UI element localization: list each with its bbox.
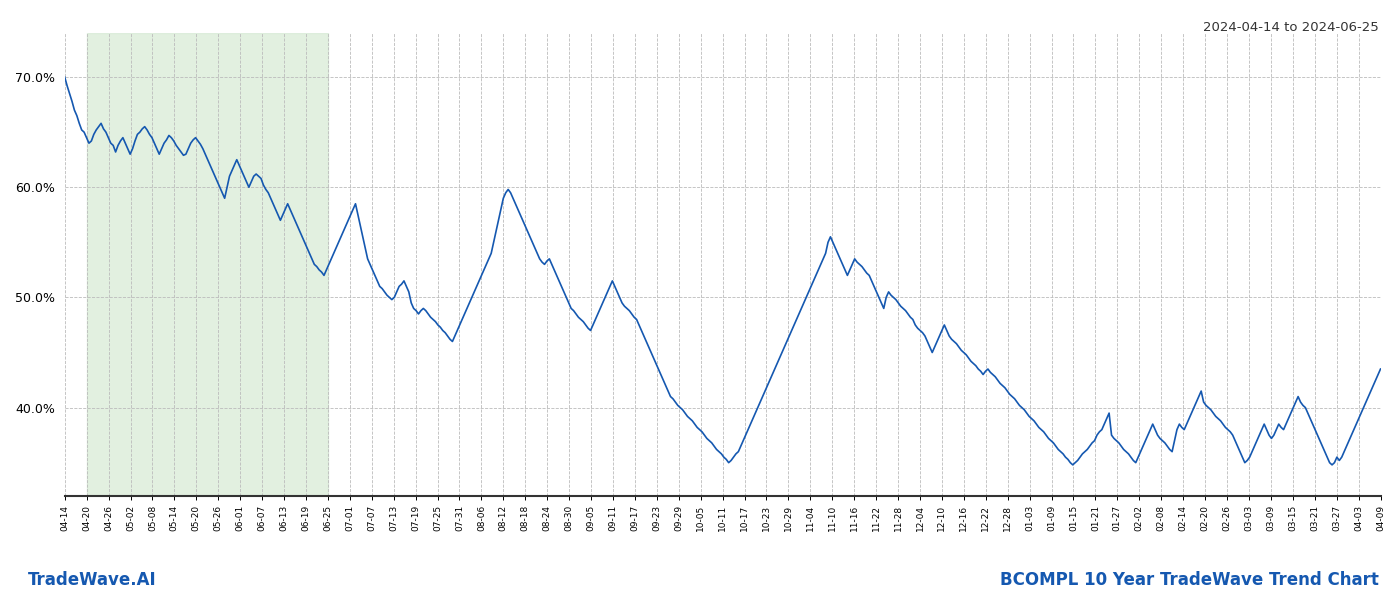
Text: 2024-04-14 to 2024-06-25: 2024-04-14 to 2024-06-25 bbox=[1203, 21, 1379, 34]
Text: TradeWave.AI: TradeWave.AI bbox=[28, 571, 157, 589]
Text: BCOMPL 10 Year TradeWave Trend Chart: BCOMPL 10 Year TradeWave Trend Chart bbox=[1000, 571, 1379, 589]
Bar bbox=[87, 33, 328, 496]
